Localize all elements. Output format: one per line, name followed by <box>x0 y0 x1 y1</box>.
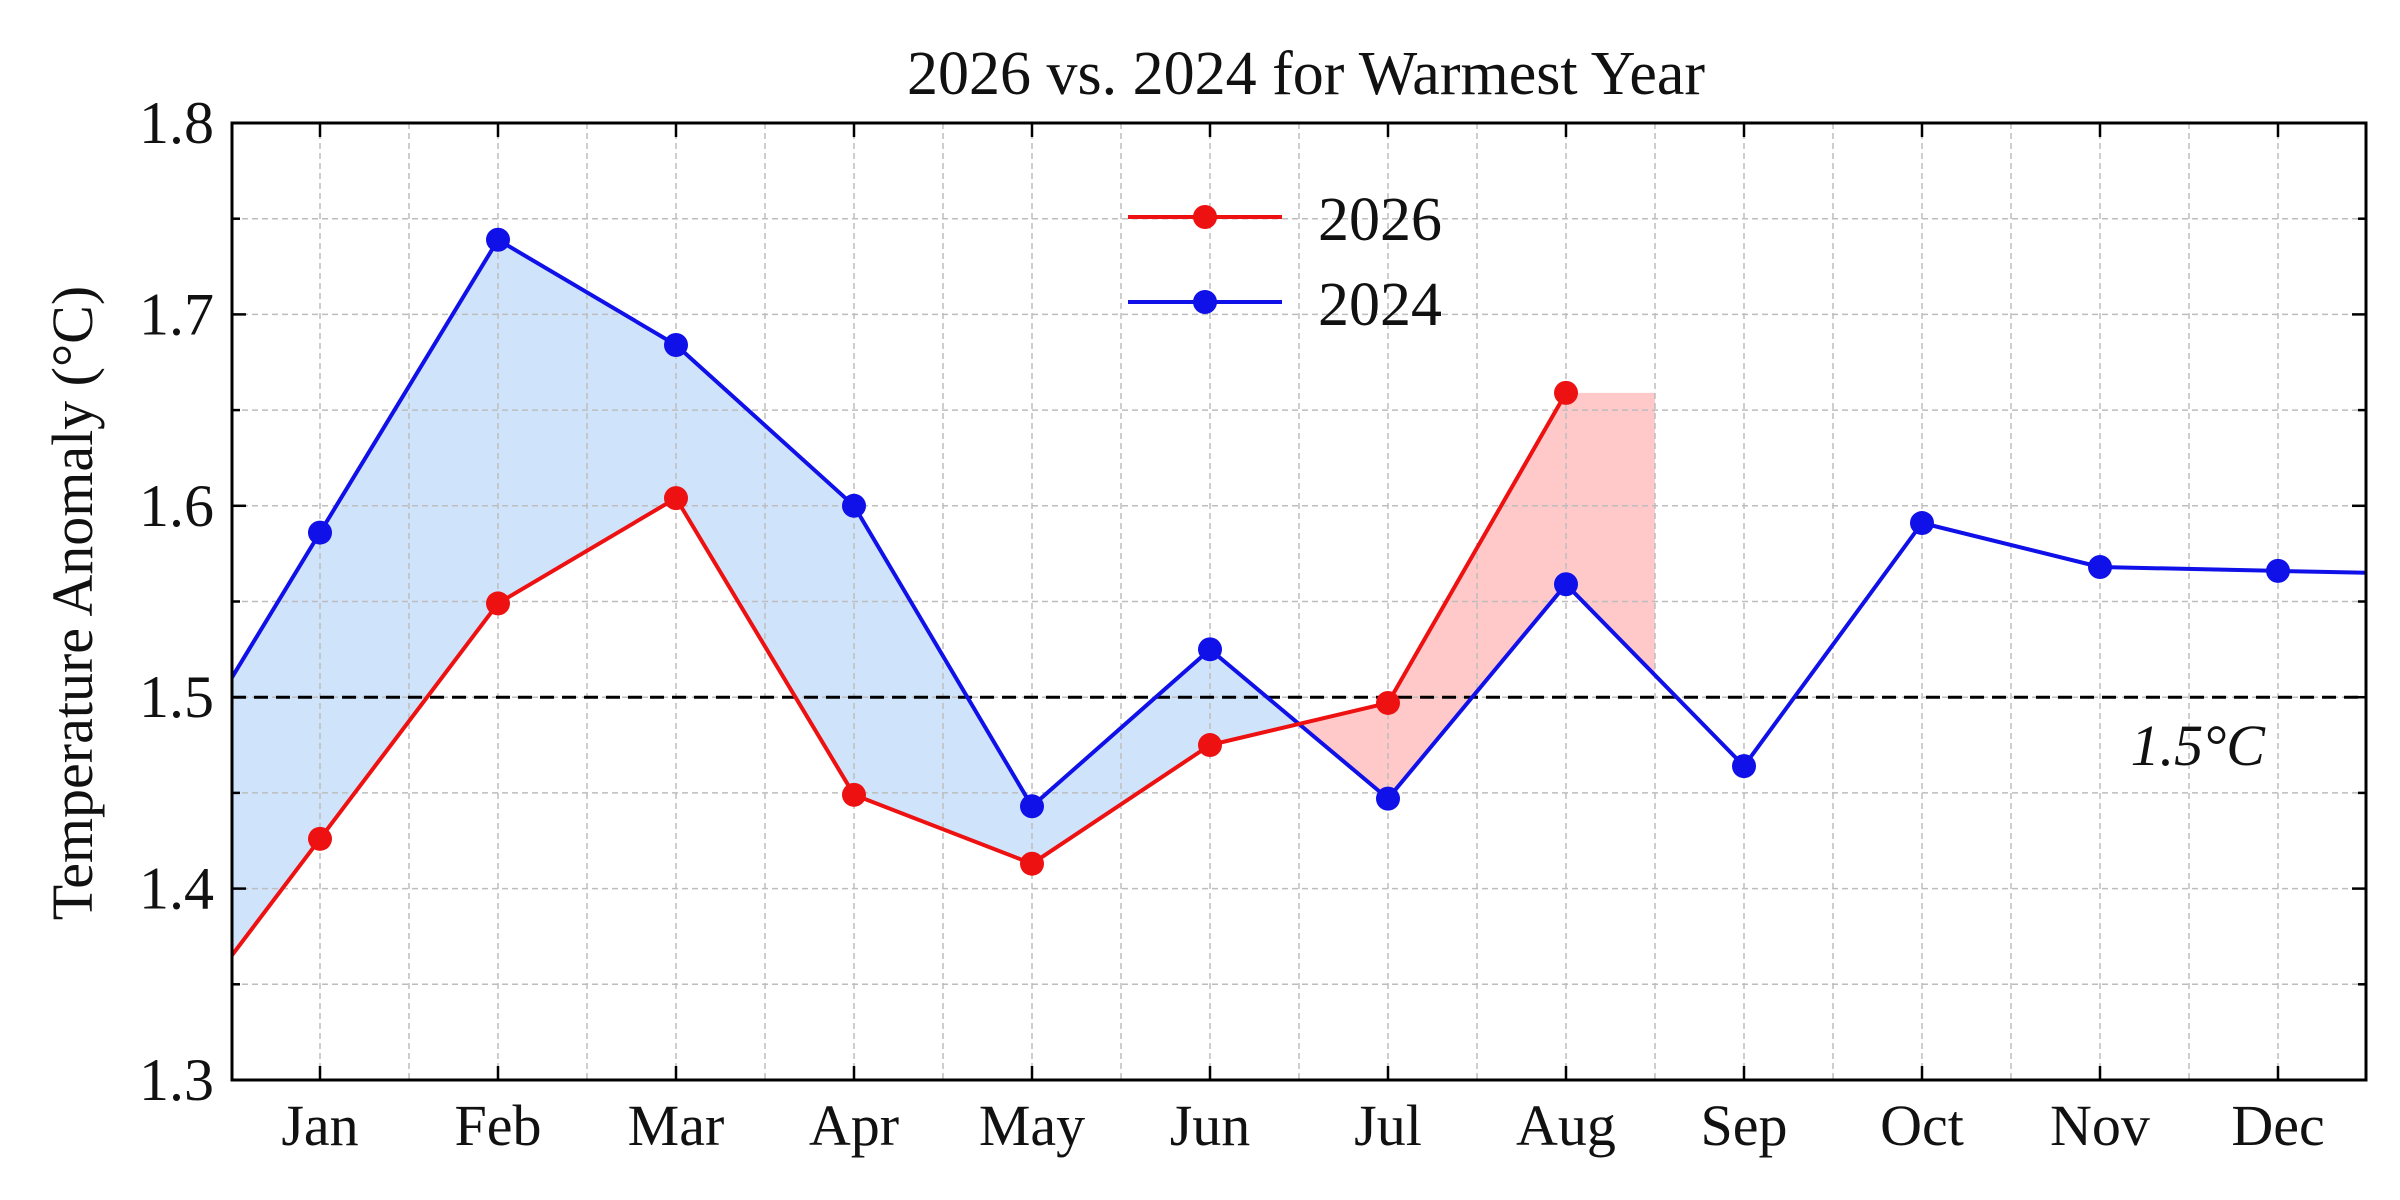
difference-shading <box>232 240 1655 956</box>
data-point-2024 <box>1020 794 1044 819</box>
legend: 2026 2024 <box>1128 186 1442 339</box>
y-tick-label: 1.4 <box>139 856 214 922</box>
x-tick-labels: Jan Feb Mar Apr May Jun Jul Aug Sep Oct Nov Dec <box>281 1093 2324 1158</box>
chart-title-group: 2026 vs. 2024 for Warmest Year <box>907 40 1705 108</box>
data-point-2024 <box>1732 754 1756 779</box>
x-tick-label: Nov <box>2050 1093 2150 1158</box>
y-tick-label: 1.8 <box>139 90 214 156</box>
y-tick-label: 1.7 <box>139 281 214 347</box>
reference-line-label: 1.5°C <box>2131 713 2267 778</box>
x-tick-label: Sep <box>1701 1093 1788 1158</box>
x-tick-label: May <box>979 1093 1085 1158</box>
legend-marker-2026 <box>1193 205 1217 229</box>
y-axis-label: Temperature Anomaly (°C) <box>40 286 105 920</box>
x-tick-label: Dec <box>2231 1093 2324 1158</box>
x-tick-label: Apr <box>809 1093 899 1158</box>
data-point-2024 <box>2266 558 2290 583</box>
data-point-2026 <box>1198 733 1222 758</box>
grid-lines <box>232 123 2366 1080</box>
data-point-2024 <box>308 520 332 545</box>
chart-title: 2026 vs. 2024 for Warmest Year <box>907 40 1705 108</box>
axis-ticks <box>232 121 2366 1082</box>
data-point-2024 <box>1554 572 1578 597</box>
data-point-2024 <box>1376 786 1400 811</box>
data-point-2026 <box>1376 690 1400 715</box>
x-tick-label: Aug <box>1516 1093 1616 1158</box>
data-point-2026 <box>1554 380 1578 405</box>
y-tick-label: 1.3 <box>139 1047 214 1113</box>
legend-label-2024: 2024 <box>1318 271 1442 339</box>
legend-label-2026: 2026 <box>1318 186 1442 254</box>
data-point-2024 <box>664 333 688 358</box>
data-point-2024 <box>1910 511 1934 536</box>
y-tick-labels: 1.3 1.4 1.5 1.6 1.7 1.8 <box>139 90 214 1113</box>
data-point-2024 <box>486 227 510 252</box>
data-point-2024 <box>1198 637 1222 662</box>
shading-2024-higher <box>232 240 1297 956</box>
x-tick-label: Jun <box>1170 1093 1251 1158</box>
data-point-2024 <box>842 493 866 518</box>
x-tick-label: Mar <box>628 1093 725 1158</box>
data-point-2024 <box>2088 555 2112 580</box>
x-tick-label: Oct <box>1880 1093 1964 1158</box>
data-point-2026 <box>308 826 332 851</box>
y-tick-label: 1.6 <box>139 473 214 539</box>
plot-area <box>230 121 2368 1082</box>
y-tick-label: 1.5 <box>139 664 214 730</box>
x-tick-label: Jul <box>1354 1093 1422 1158</box>
data-point-2026 <box>486 591 510 616</box>
legend-marker-2024 <box>1193 290 1217 314</box>
data-point-2026 <box>664 486 688 511</box>
data-point-2026 <box>1020 851 1044 876</box>
series-points <box>308 227 2290 876</box>
data-point-2026 <box>842 782 866 807</box>
x-tick-label: Feb <box>455 1093 542 1158</box>
x-tick-label: Jan <box>281 1093 358 1158</box>
